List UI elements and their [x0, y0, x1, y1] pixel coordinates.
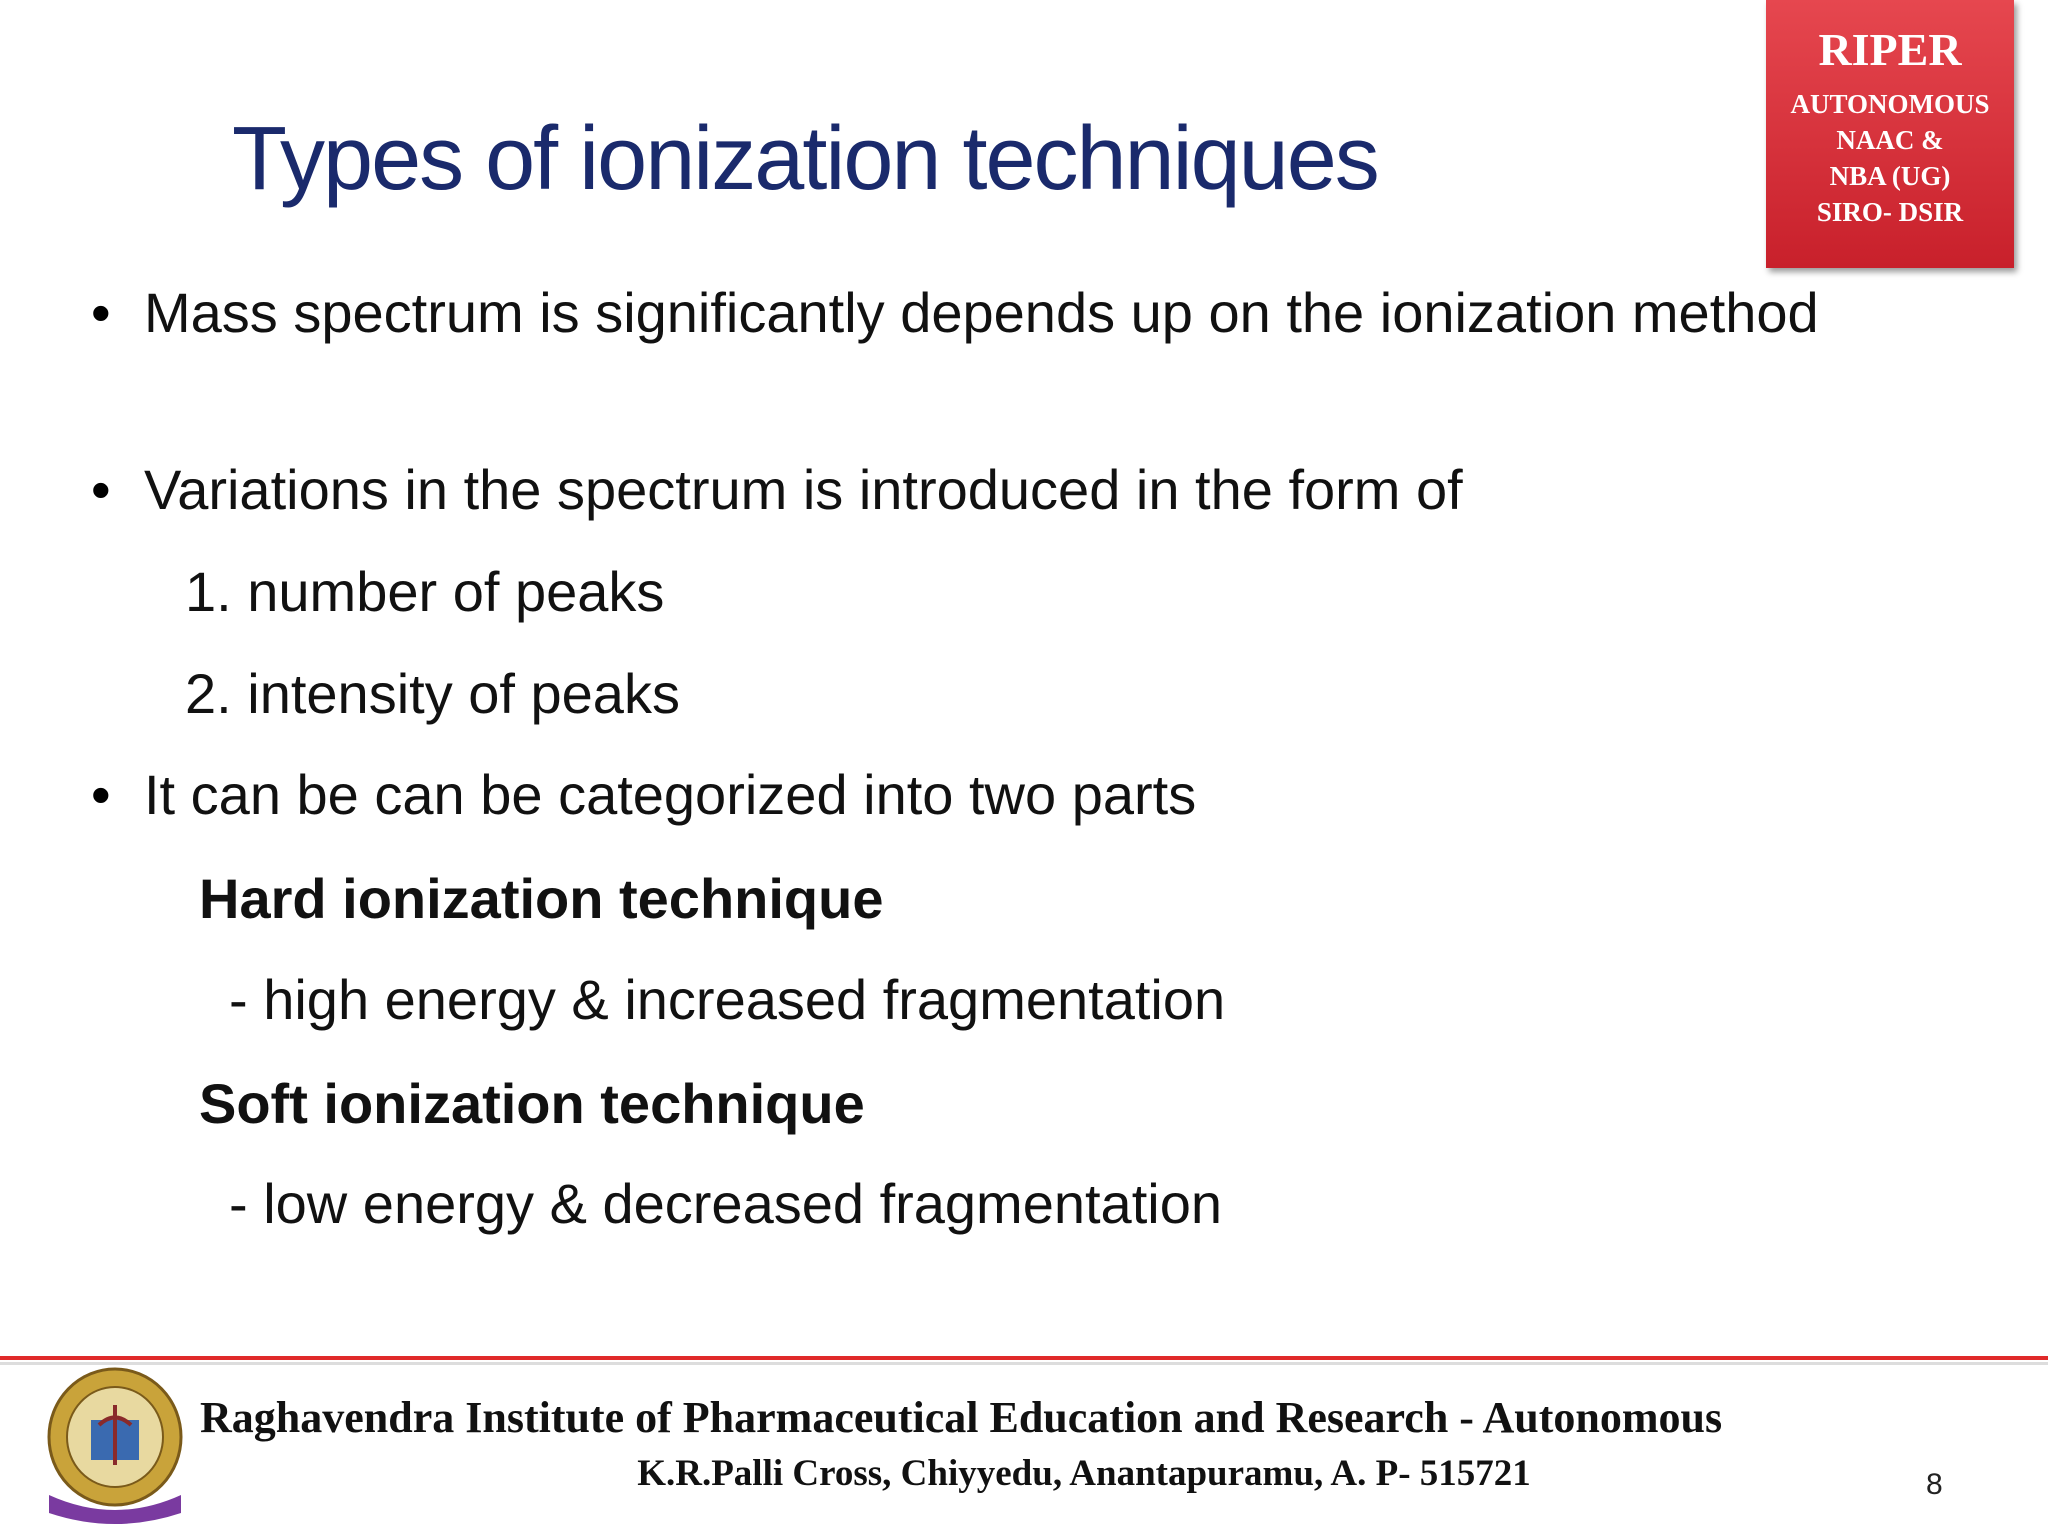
bullet-dot: •	[91, 281, 111, 344]
bullet-dot: •	[91, 763, 111, 826]
logo	[47, 1367, 183, 1524]
badge: RIPER AUTONOMOUS NAAC & NBA (UG) SIRO- D…	[1766, 0, 2014, 268]
institution-name: Raghavendra Institute of Pharmaceutical …	[200, 1393, 1723, 1442]
badge-line: SIRO- DSIR	[1816, 197, 1964, 227]
description: - high energy & increased fragmentation	[229, 968, 1226, 1031]
badge-line: RIPER	[1818, 24, 1962, 75]
bullet-dot: •	[91, 458, 111, 521]
footer-shadow	[0, 1362, 2048, 1365]
footer-rule	[0, 1356, 2048, 1360]
subheading: Soft ionization technique	[199, 1072, 865, 1135]
list-item: 2. intensity of peaks	[185, 662, 680, 725]
bullet-text: It can be can be categorized into two pa…	[144, 763, 1197, 826]
badge-line: AUTONOMOUS	[1790, 89, 1990, 119]
bullet-text: Mass spectrum is significantly depends u…	[144, 281, 1819, 344]
slide-title: Types of ionization techniques	[232, 109, 1380, 209]
address: K.R.Palli Cross, Chiyyedu, Anantapuramu,…	[637, 1453, 1531, 1494]
page-number: 8	[1926, 1468, 1943, 1501]
description: - low energy & decreased fragmentation	[229, 1172, 1222, 1235]
badge-line: NAAC &	[1836, 125, 1944, 155]
bullet-text: Variations in the spectrum is introduced…	[144, 458, 1463, 521]
list-item: 1. number of peaks	[185, 560, 665, 623]
badge-line: NBA (UG)	[1829, 161, 1951, 191]
subheading: Hard ionization technique	[199, 867, 884, 930]
